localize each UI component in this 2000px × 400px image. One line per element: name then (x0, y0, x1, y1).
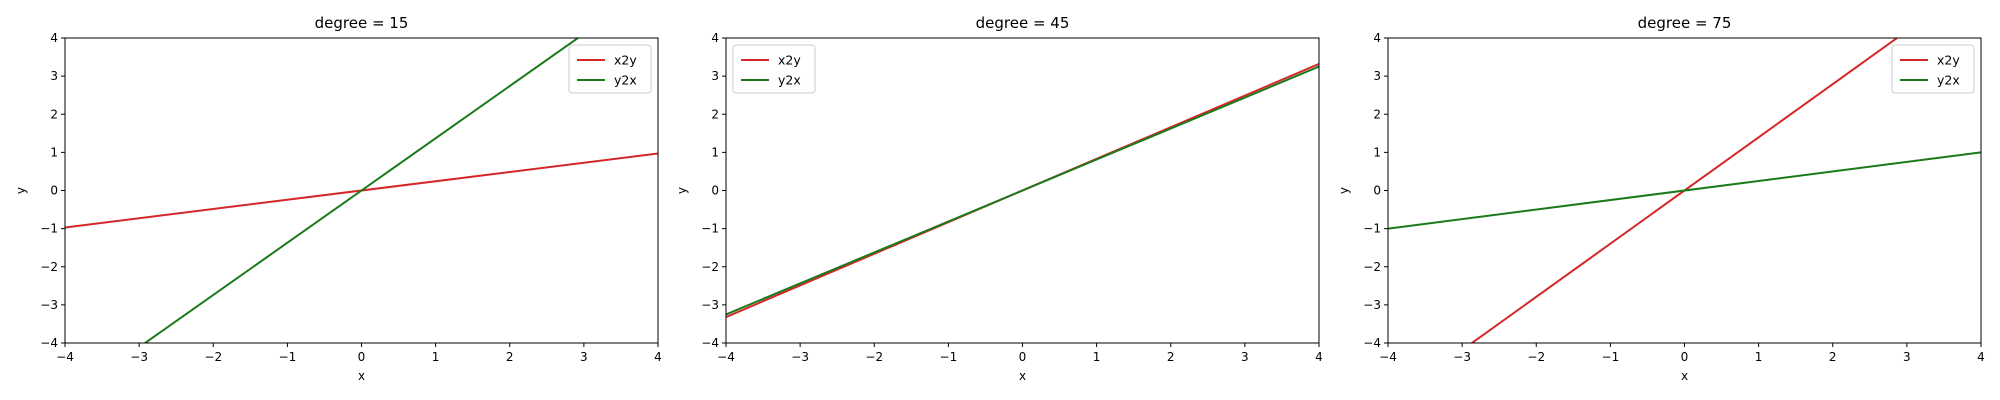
x-tick-label: −3 (791, 350, 809, 364)
y-tick-label: 2 (50, 107, 58, 121)
x-tick-label: −4 (56, 350, 74, 364)
y-tick-label: −1 (1363, 222, 1381, 236)
legend-label-x2y: x2y (1937, 53, 1960, 68)
series-line-y2x-2 (726, 65, 1319, 316)
x-tick-label: 0 (1019, 350, 1027, 364)
x-tick-label: 4 (1977, 350, 1985, 364)
y-tick-label: −2 (40, 260, 58, 274)
x-tick-label: −1 (940, 350, 958, 364)
y-axis-label: y (675, 187, 689, 194)
legend-box (732, 44, 816, 94)
series-line-y2x-1 (143, 38, 580, 343)
y-tick-label: 2 (711, 107, 719, 121)
x-tick-label: −2 (204, 350, 222, 364)
x-tick-label: 1 (1093, 350, 1101, 364)
legend-box (1891, 44, 1975, 94)
y-tick-label: −1 (40, 222, 58, 236)
subplot-1-title: degree = 15 (315, 14, 409, 32)
x-tick-label: 1 (1755, 350, 1763, 364)
y-axis-label: y (1337, 187, 1351, 194)
x-tick-label: −4 (717, 350, 735, 364)
subplot-2: degree = 45 −4 −3 −2 −1 0 1 2 3 4 −4 −3 −2 −1 0 1 2 3 4 x y x… (675, 14, 1323, 383)
x-tick-label: −2 (1527, 350, 1545, 364)
legend-box (568, 44, 652, 94)
y-tick-label: 4 (711, 31, 719, 45)
x-tick-label: 0 (358, 350, 366, 364)
legend-label-y2x: y2x (1937, 73, 1960, 88)
y-axis-label: y (14, 187, 28, 194)
x-tick-label: 4 (1315, 350, 1323, 364)
y-tick-label: −3 (1363, 298, 1381, 312)
x-tick-label: 4 (654, 350, 662, 364)
y-tick-label: −4 (1363, 336, 1381, 350)
x-tick-label: 2 (1167, 350, 1175, 364)
subplot-3-title: degree = 75 (1638, 14, 1732, 32)
y-tick-label: 0 (1373, 184, 1381, 198)
legend-label-x2y: x2y (778, 53, 801, 68)
subplot-3: degree = 75 −4 −3 −2 −1 0 1 2 3 4 −4 −3 −2 −1 0 1 2 3 4 x y x… (1337, 14, 1985, 383)
x-tick-label: 1 (432, 350, 440, 364)
y-tick-label: −2 (1363, 260, 1381, 274)
x-tick-label: −1 (279, 350, 297, 364)
series-line-y2x-3 (1388, 151, 1981, 230)
x-axis-label: x (1681, 369, 1688, 383)
x-tick-label: 3 (1241, 350, 1249, 364)
legend-label-y2x: y2x (614, 73, 637, 88)
legend-label-x2y: x2y (614, 53, 637, 68)
y-tick-label: −4 (40, 336, 58, 350)
x-axis-label: x (358, 369, 365, 383)
x-tick-label: −4 (1379, 350, 1397, 364)
y-tick-label: 4 (50, 31, 58, 45)
y-tick-label: −3 (701, 298, 719, 312)
x-tick-label: −2 (865, 350, 883, 364)
y-tick-label: 1 (50, 145, 58, 159)
legend-label-y2x: y2x (778, 73, 801, 88)
y-tick-label: −4 (701, 336, 719, 350)
y-tick-label: 3 (50, 69, 58, 83)
x-tick-label: 3 (1903, 350, 1911, 364)
y-tick-label: −2 (701, 260, 719, 274)
y-tick-label: 3 (711, 69, 719, 83)
y-tick-label: 1 (711, 145, 719, 159)
x-tick-label: 2 (1829, 350, 1837, 364)
x-axis-label: x (1019, 369, 1026, 383)
x-tick-label: −3 (1453, 350, 1471, 364)
y-tick-label: −3 (40, 298, 58, 312)
x-tick-label: 2 (506, 350, 514, 364)
y-tick-label: 1 (1373, 145, 1381, 159)
x-tick-label: −1 (1602, 350, 1620, 364)
subplot-1: degree = 15 −4 −3 −2 −1 0 1 2 3 4 −4 −3 −2 −1 0 1 2 3 4 x y x… (14, 14, 662, 383)
y-tick-label: 4 (1373, 31, 1381, 45)
y-tick-label: 3 (1373, 69, 1381, 83)
y-tick-label: 2 (1373, 107, 1381, 121)
y-tick-label: 0 (50, 184, 58, 198)
x-tick-label: 0 (1681, 350, 1689, 364)
y-tick-label: 0 (711, 184, 719, 198)
x-tick-label: −3 (130, 350, 148, 364)
x-tick-label: 3 (580, 350, 588, 364)
y-tick-label: −1 (701, 222, 719, 236)
subplot-2-title: degree = 45 (976, 14, 1070, 32)
